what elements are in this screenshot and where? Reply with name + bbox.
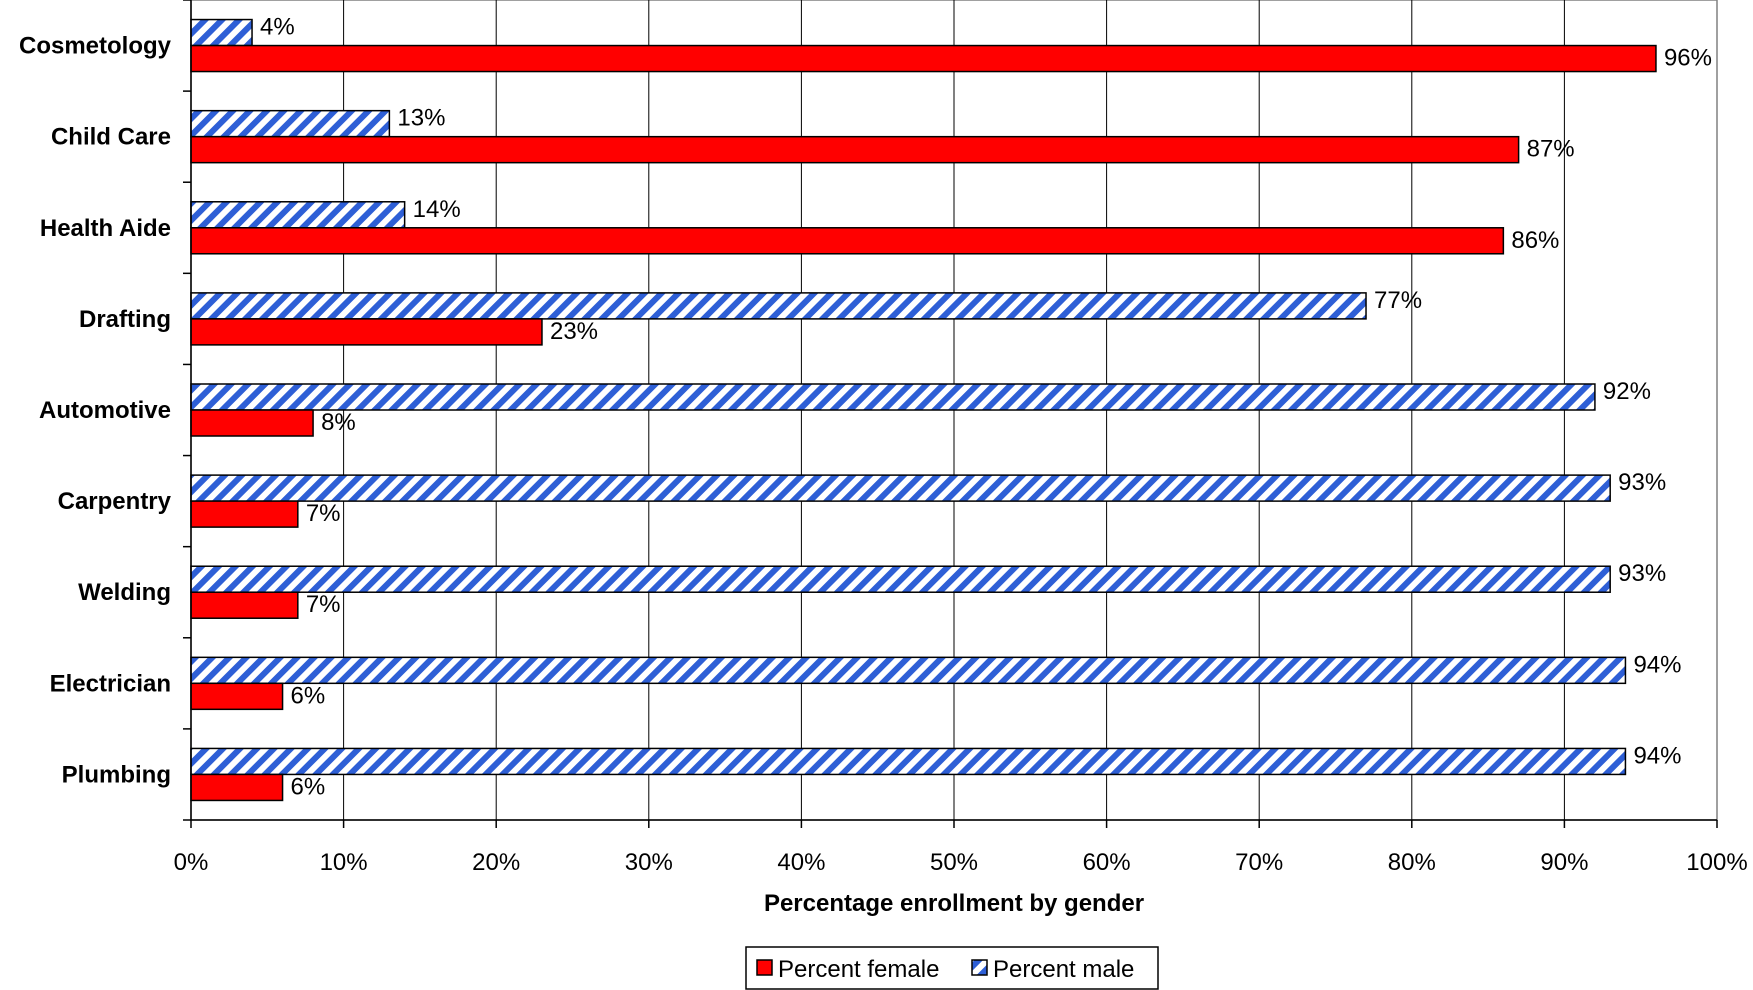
data-label-female: 87% xyxy=(1527,136,1575,163)
legend-label-male: Percent male xyxy=(993,956,1134,983)
bars: 4% 96% 13% 87% 14% 86% 77% 23% 92% 8% 93% 7% 93% 7% 94… xyxy=(190,14,1712,802)
bar-male xyxy=(190,747,1627,776)
bar-male xyxy=(190,109,391,138)
data-label-male: 92% xyxy=(1603,378,1651,405)
x-tick-label: 40% xyxy=(777,849,825,876)
bar-female xyxy=(190,318,543,346)
data-label-male: 77% xyxy=(1374,287,1422,314)
data-label-female: 7% xyxy=(306,500,341,527)
data-label-female: 96% xyxy=(1664,45,1712,72)
data-label-male: 13% xyxy=(397,105,445,132)
data-label-male: 93% xyxy=(1618,560,1666,587)
bar-male xyxy=(190,565,1611,593)
legend-swatch-male xyxy=(971,959,988,976)
category-label: Drafting xyxy=(79,306,171,333)
data-label-male: 93% xyxy=(1618,469,1666,496)
x-tick-label: 80% xyxy=(1388,849,1436,876)
x-tick-label: 70% xyxy=(1235,849,1283,876)
x-tick-label: 0% xyxy=(174,849,209,876)
x-tick-label: 100% xyxy=(1686,849,1747,876)
category-label: Child Care xyxy=(51,124,171,151)
bar-male xyxy=(190,292,1367,320)
data-label-female: 8% xyxy=(321,409,356,436)
bar-male xyxy=(190,383,1596,411)
bar-male xyxy=(190,474,1611,502)
category-label: Plumbing xyxy=(62,761,171,788)
bar-female xyxy=(190,135,1520,164)
category-label: Welding xyxy=(78,579,171,606)
x-tick-label: 10% xyxy=(320,849,368,876)
x-tick-label: 60% xyxy=(1083,849,1131,876)
legend-box xyxy=(745,946,1159,990)
axes: 0% 10% 20% 30% 40% 50% 60% 70% 80% 90% 100% Cosmeto… xyxy=(19,0,1748,876)
bar-female xyxy=(190,500,299,528)
bar-female xyxy=(190,44,1657,73)
x-axis-title: Percentage enrollment by gender xyxy=(764,890,1144,917)
bar-male xyxy=(190,201,406,229)
data-label-female: 7% xyxy=(306,591,341,618)
category-label: Health Aide xyxy=(40,215,171,242)
bar-male xyxy=(190,656,1627,685)
bar-female xyxy=(190,409,314,437)
bar-female xyxy=(190,682,284,711)
category-label: Carpentry xyxy=(58,488,172,515)
bar-female xyxy=(190,591,299,619)
data-label-male: 94% xyxy=(1633,651,1681,678)
data-label-female: 6% xyxy=(291,773,326,800)
legend-swatch-female xyxy=(756,959,773,976)
data-label-female: 6% xyxy=(291,682,326,709)
legend: Percent female Percent male xyxy=(745,946,1159,990)
category-label: Automotive xyxy=(39,397,171,424)
data-label-female: 23% xyxy=(550,318,598,345)
data-label-male: 94% xyxy=(1633,742,1681,769)
data-label-male: 4% xyxy=(260,14,295,41)
x-tick-label: 20% xyxy=(472,849,520,876)
x-tick-label: 30% xyxy=(625,849,673,876)
category-label: Electrician xyxy=(50,670,171,697)
data-label-male: 14% xyxy=(413,196,461,223)
bar-female xyxy=(190,227,1505,255)
category-label: Cosmetology xyxy=(19,33,172,60)
legend-label-female: Percent female xyxy=(778,956,939,983)
x-tick-label: 50% xyxy=(930,849,978,876)
x-tick-label: 90% xyxy=(1540,849,1588,876)
data-label-female: 86% xyxy=(1511,227,1559,254)
bar-male xyxy=(190,18,253,47)
bar-female xyxy=(190,773,284,802)
